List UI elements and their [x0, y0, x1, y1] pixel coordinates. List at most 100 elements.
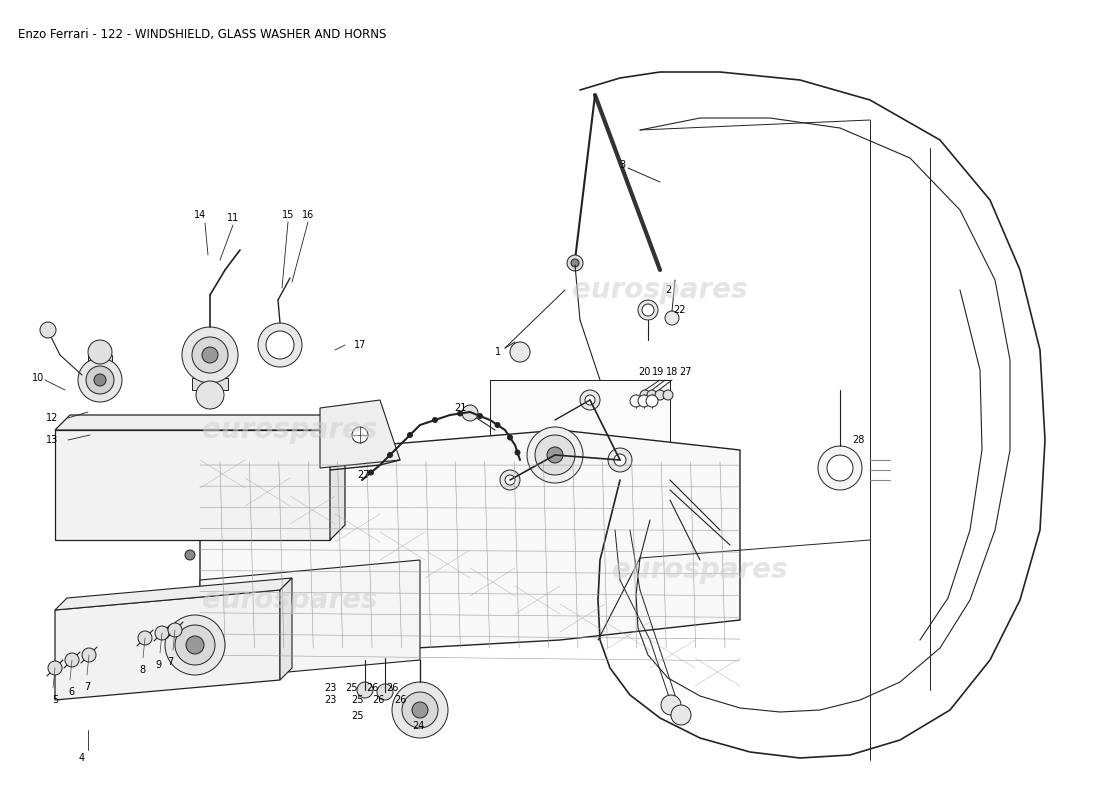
Circle shape — [671, 705, 691, 725]
Circle shape — [507, 435, 513, 440]
Text: eurospares: eurospares — [572, 276, 748, 304]
Circle shape — [432, 418, 438, 422]
Text: 11: 11 — [227, 213, 239, 223]
Circle shape — [412, 702, 428, 718]
Circle shape — [638, 395, 650, 407]
Circle shape — [666, 311, 679, 325]
Circle shape — [185, 550, 195, 560]
Circle shape — [175, 625, 214, 665]
Text: 2: 2 — [664, 285, 671, 295]
Text: 1: 1 — [495, 347, 502, 357]
Circle shape — [647, 390, 657, 400]
Text: 10: 10 — [32, 373, 44, 383]
Circle shape — [155, 626, 169, 640]
Text: 26: 26 — [366, 683, 378, 693]
Circle shape — [640, 390, 650, 400]
Text: 23: 23 — [323, 695, 337, 705]
Polygon shape — [55, 430, 330, 540]
Text: 9: 9 — [155, 660, 161, 670]
Text: 26: 26 — [386, 683, 398, 693]
Circle shape — [495, 422, 500, 427]
Polygon shape — [280, 578, 292, 680]
Circle shape — [266, 331, 294, 359]
Circle shape — [646, 395, 658, 407]
Text: Enzo Ferrari - 122 - WINDSHIELD, GLASS WASHER AND HORNS: Enzo Ferrari - 122 - WINDSHIELD, GLASS W… — [18, 28, 386, 41]
Circle shape — [40, 322, 56, 338]
Circle shape — [65, 653, 79, 667]
Circle shape — [827, 455, 853, 481]
Circle shape — [82, 648, 96, 662]
Text: 16: 16 — [301, 210, 315, 220]
Polygon shape — [55, 415, 345, 430]
Circle shape — [258, 323, 303, 367]
Circle shape — [202, 347, 218, 363]
Circle shape — [515, 450, 520, 455]
Circle shape — [196, 381, 224, 409]
Text: 17: 17 — [354, 340, 366, 350]
Text: 22: 22 — [673, 305, 686, 315]
Circle shape — [654, 390, 666, 400]
Text: 8: 8 — [139, 665, 145, 675]
Text: 24: 24 — [411, 721, 425, 731]
Text: 3: 3 — [619, 160, 625, 170]
Circle shape — [580, 390, 600, 410]
Circle shape — [165, 615, 226, 675]
Text: 21: 21 — [454, 403, 466, 413]
Circle shape — [368, 470, 374, 475]
Polygon shape — [330, 415, 345, 540]
Circle shape — [86, 366, 114, 394]
Circle shape — [392, 682, 448, 738]
Circle shape — [462, 405, 478, 421]
Text: 27: 27 — [680, 367, 692, 377]
Circle shape — [661, 695, 681, 715]
Circle shape — [352, 427, 368, 443]
Circle shape — [192, 337, 228, 373]
Circle shape — [358, 682, 373, 698]
Circle shape — [818, 446, 862, 490]
Circle shape — [585, 395, 595, 405]
Circle shape — [505, 475, 515, 485]
Circle shape — [642, 304, 654, 316]
Text: 27: 27 — [356, 470, 370, 480]
Circle shape — [608, 448, 632, 472]
Polygon shape — [55, 578, 292, 610]
Circle shape — [402, 692, 438, 728]
Text: 25: 25 — [352, 711, 364, 721]
Polygon shape — [320, 400, 400, 468]
Circle shape — [458, 411, 462, 416]
Text: 25: 25 — [352, 695, 364, 705]
Polygon shape — [88, 355, 112, 368]
Polygon shape — [200, 560, 420, 680]
Text: 25: 25 — [345, 683, 359, 693]
Text: 4: 4 — [79, 753, 85, 763]
Circle shape — [566, 255, 583, 271]
Text: 13: 13 — [46, 435, 58, 445]
Circle shape — [510, 342, 530, 362]
Circle shape — [638, 300, 658, 320]
Circle shape — [186, 636, 204, 654]
Circle shape — [477, 414, 483, 418]
Circle shape — [138, 631, 152, 645]
Circle shape — [614, 454, 626, 466]
Polygon shape — [192, 378, 228, 390]
Text: 15: 15 — [282, 210, 294, 220]
Text: 23: 23 — [323, 683, 337, 693]
Text: 7: 7 — [167, 657, 173, 667]
Circle shape — [547, 447, 563, 463]
Text: 5: 5 — [52, 695, 58, 705]
Text: 6: 6 — [68, 687, 74, 697]
Text: 26: 26 — [372, 695, 384, 705]
Text: 26: 26 — [394, 695, 406, 705]
Text: 7: 7 — [84, 682, 90, 692]
Text: 19: 19 — [652, 367, 664, 377]
Text: 20: 20 — [638, 367, 650, 377]
Circle shape — [500, 470, 520, 490]
Circle shape — [78, 358, 122, 402]
Polygon shape — [55, 590, 280, 700]
Text: 18: 18 — [666, 367, 678, 377]
Circle shape — [94, 374, 106, 386]
Polygon shape — [200, 430, 740, 660]
Circle shape — [407, 433, 412, 438]
Circle shape — [571, 259, 579, 267]
Circle shape — [663, 390, 673, 400]
